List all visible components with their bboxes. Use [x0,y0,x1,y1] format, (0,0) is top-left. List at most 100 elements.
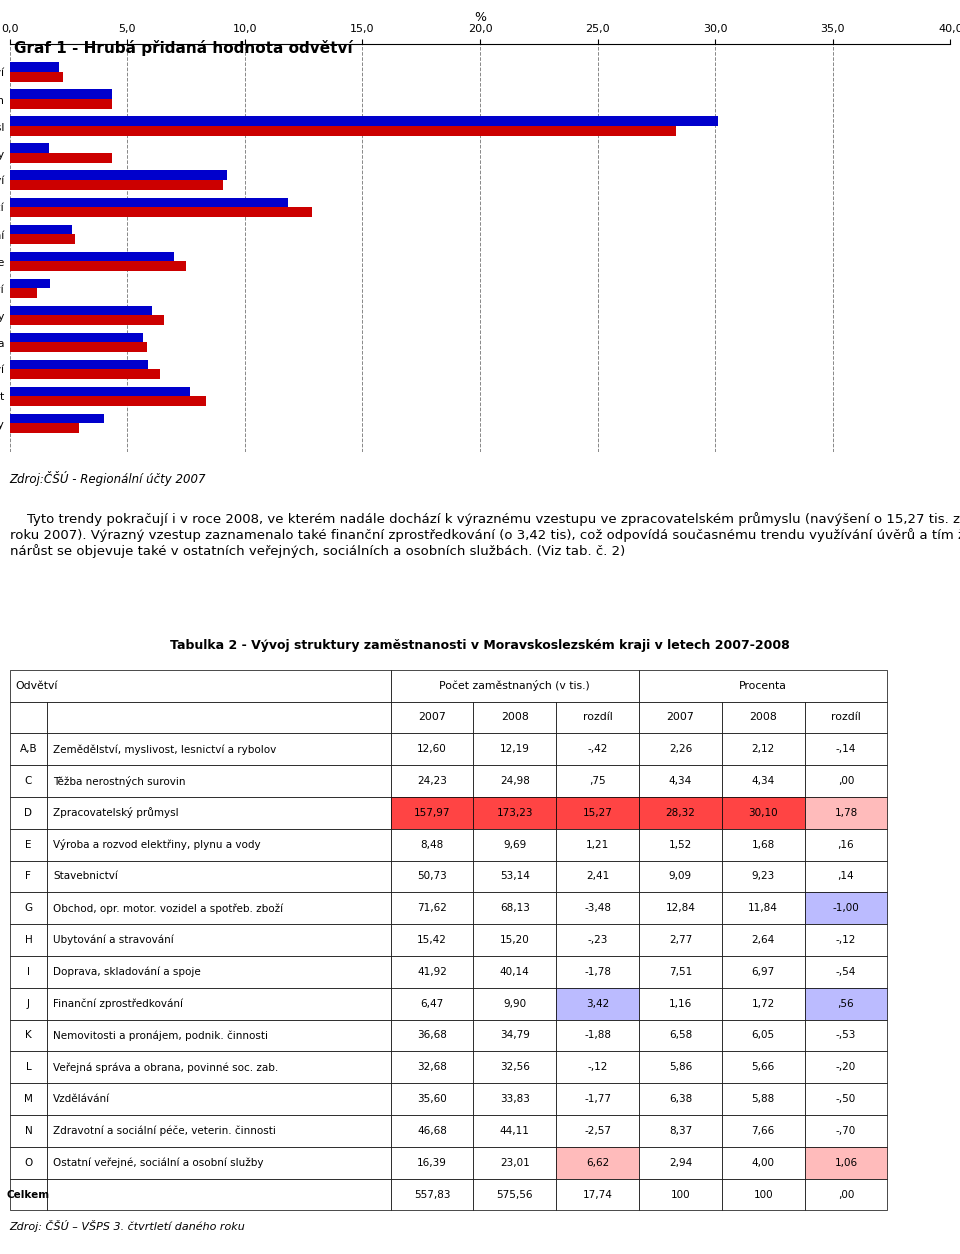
Bar [804,860,887,893]
Bar [804,765,887,798]
Bar [639,1020,722,1051]
Bar [391,1179,473,1210]
Bar [10,171,227,181]
Bar [10,89,111,99]
Text: Veřejná správa a obrana, povinné soc. zab.: Veřejná správa a obrana, povinné soc. za… [53,1062,278,1072]
Bar [639,988,722,1020]
Text: Tyto trendy pokračují i v roce 2008, ve kterém nadále dochází k výraznému vzestu: Tyto trendy pokračují i v roce 2008, ve … [10,512,960,558]
Text: O: O [24,1157,33,1167]
Text: Doprava, skladování a spoje: Doprava, skladování a spoje [53,967,201,977]
Text: D: D [24,808,33,818]
Bar [556,1083,639,1115]
Bar [391,1115,473,1147]
Text: Ostatní veřejné, sociální a osobní služby: Ostatní veřejné, sociální a osobní služb… [53,1157,263,1167]
Bar [639,1147,722,1179]
Bar [556,701,639,734]
Text: 2008: 2008 [501,712,529,722]
Text: 9,23: 9,23 [752,872,775,882]
Bar [391,701,473,734]
Bar [556,734,639,765]
Bar [10,860,47,893]
Text: 100: 100 [671,1190,690,1200]
Text: Zdroj: ČŠÚ – VŠPS 3. čtvrtletí daného roku: Zdroj: ČŠÚ – VŠPS 3. čtvrtletí daného ro… [10,1220,246,1231]
Bar [804,1115,887,1147]
Bar [391,798,473,829]
Bar [473,860,556,893]
Text: ,00: ,00 [838,776,854,786]
Bar [47,893,391,924]
Bar [10,261,186,271]
Bar [10,798,47,829]
Bar [804,701,887,734]
Bar [639,1179,722,1210]
Bar [722,798,804,829]
Text: Zemědělství, myslivost, lesnictví a rybolov: Zemědělství, myslivost, lesnictví a rybo… [53,744,276,755]
Text: 35,60: 35,60 [418,1093,447,1104]
Text: 1,21: 1,21 [586,840,610,850]
Text: 41,92: 41,92 [417,967,447,977]
Text: 1,52: 1,52 [669,840,692,850]
Text: 46,68: 46,68 [417,1126,447,1136]
Bar [722,1083,804,1115]
Text: 7,51: 7,51 [669,967,692,977]
Text: F: F [26,872,32,882]
Text: A,B: A,B [19,745,37,754]
Bar [556,1179,639,1210]
Bar [722,829,804,860]
Text: 2007: 2007 [419,712,445,722]
Bar [10,765,47,798]
Bar [473,893,556,924]
Bar [391,1083,473,1115]
Bar [639,734,722,765]
Text: -,54: -,54 [836,967,856,977]
Bar [804,1083,887,1115]
Text: M: M [24,1093,33,1104]
Bar [722,1115,804,1147]
Text: 2,26: 2,26 [669,745,692,754]
Text: Vzdělávání: Vzdělávání [53,1093,110,1104]
Bar [639,765,722,798]
Text: 68,13: 68,13 [500,903,530,913]
Bar [391,765,473,798]
Bar [556,893,639,924]
Text: G: G [24,903,33,913]
Bar [10,396,206,406]
Bar [10,670,391,701]
Text: -,70: -,70 [836,1126,856,1136]
X-axis label: %: % [474,11,486,24]
Bar [391,956,473,988]
Text: rozdíl: rozdíl [831,712,861,722]
Bar [639,1115,722,1147]
Bar [556,1147,639,1179]
Text: 173,23: 173,23 [496,808,533,818]
Bar [804,988,887,1020]
Bar [47,1115,391,1147]
Bar [47,765,391,798]
Bar [10,288,36,298]
Bar [10,1115,47,1147]
Bar [10,153,111,163]
Bar [10,332,143,342]
Bar [47,860,391,893]
Bar [391,1147,473,1179]
Text: ,16: ,16 [838,840,854,850]
Bar [722,701,804,734]
Bar [10,99,111,109]
Bar [10,893,47,924]
Bar [722,924,804,956]
Text: 4,00: 4,00 [752,1157,775,1167]
Bar [639,701,722,734]
Bar [556,1115,639,1147]
Bar [473,1020,556,1051]
Bar [10,73,62,82]
Text: 2,77: 2,77 [669,935,692,946]
Bar [556,829,639,860]
Bar [473,765,556,798]
Text: 44,11: 44,11 [500,1126,530,1136]
Text: 6,38: 6,38 [669,1093,692,1104]
Bar [473,829,556,860]
Bar [10,306,152,315]
Bar [473,1083,556,1115]
Text: Odvětví: Odvětví [15,681,58,691]
Text: 12,19: 12,19 [500,745,530,754]
